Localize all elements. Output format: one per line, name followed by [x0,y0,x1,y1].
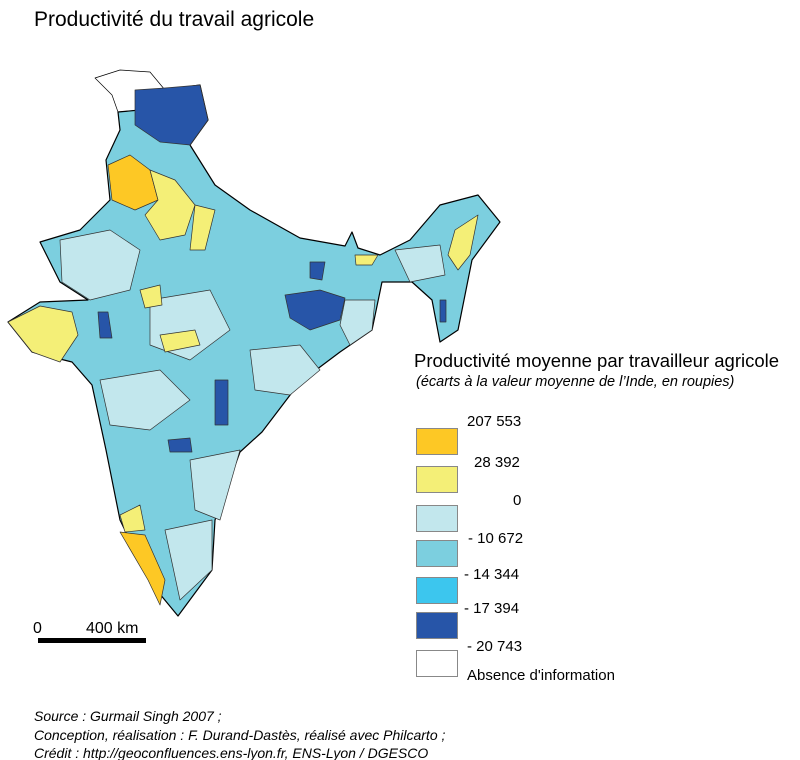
legend-break: 28 392 [474,454,520,471]
region-gujarat-dark [97,311,113,339]
region-westbengal-light [339,299,376,346]
region-up-yellow [189,204,216,251]
legend-break: - 20 743 [467,638,523,655]
region-odisha-light [249,344,321,396]
region-kashmir-dark [134,84,209,146]
region-ne-dark [439,299,447,323]
scale-start: 0 [33,620,42,637]
legend-swatch-bright-blue [416,577,458,604]
region-gujarat-yellow [7,305,79,363]
region-tamilnadu-light [164,519,213,601]
region-karnataka-yellow [119,504,146,533]
legend-swatch-medium-blue [416,540,458,567]
region-chhattisgarh-dark [214,379,229,426]
credit-line: Crédit : http://geoconfluences.ens-lyon.… [34,745,429,760]
source-line: Source : Gurmail Singh 2007 ; [34,708,222,724]
legend-break: - 10 672 [468,530,524,547]
region-telangana-dark [167,437,193,453]
region-kerala-orange [119,531,166,606]
legend-break: 0 [513,492,522,509]
region-haryana-yellow [144,169,196,241]
region-andhra-light [189,449,241,521]
region-mp-yellow [159,329,201,353]
region-ne-yellow [447,214,479,271]
legend-swatch-light-blue [416,505,458,532]
legend-subtitle: (écarts à la valeur moyenne de l’Inde, e… [416,374,735,390]
region-ne-light [394,244,446,283]
region-maharashtra-light [99,369,191,431]
scale-end: 400 km [86,620,139,637]
legend-title: Productivité moyenne par travailleur agr… [414,350,780,371]
legend-break: - 17 394 [464,600,520,617]
region-bihar-dark [309,261,326,281]
legend-break: - 14 344 [464,566,520,583]
region-rajasthan-light [59,229,141,301]
conception-line: Conception, réalisation : F. Durand-Dast… [34,727,446,743]
legend-swatch-orange [416,428,458,455]
legend-swatch-yellow [416,466,458,493]
region-jharkhand-dark [284,289,346,331]
legend-swatch-no-data [416,650,458,677]
legend-break: 207 553 [467,413,522,430]
legend-swatch-dark-blue [416,612,458,639]
legend-no-data-label: Absence d'information [467,667,615,684]
scale-bar [38,638,146,643]
region-rajasthan-yellow [139,284,163,309]
region-bengal-yellow [354,254,379,266]
map-title: Productivité du travail agricole [34,8,315,31]
